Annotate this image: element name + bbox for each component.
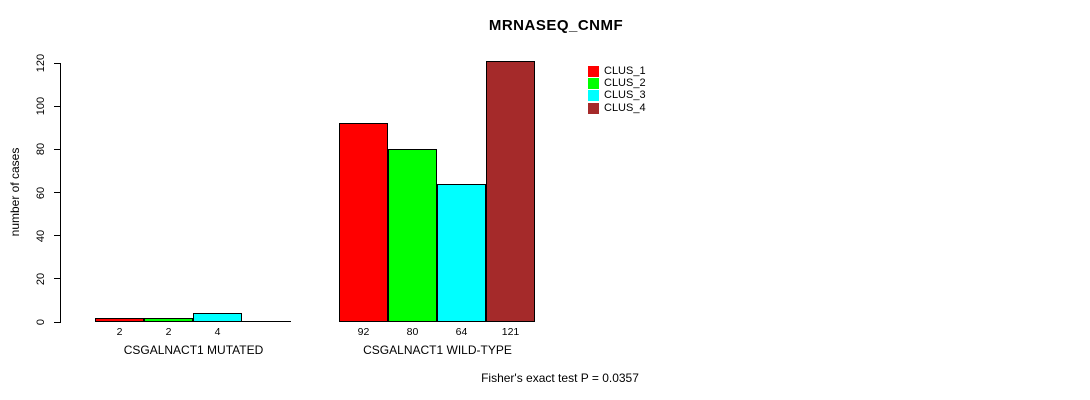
legend-item: CLUS_4 — [588, 102, 646, 114]
bar-clus_4-wild-type — [486, 60, 535, 322]
bar-clus_1-mutated — [95, 317, 144, 322]
bar-value-label: 80 — [406, 326, 419, 338]
bar-value-label: 121 — [501, 326, 520, 338]
y-axis-tick-label: 120 — [35, 53, 47, 73]
bar-value-label: 2 — [116, 326, 123, 338]
legend-label: CLUS_3 — [604, 89, 646, 102]
bar-clus_4-mutated-zero-line — [242, 321, 291, 322]
y-axis-tick — [54, 62, 60, 64]
y-axis-tick — [54, 235, 60, 237]
category-label-wild-type: CSGALNACT1 WILD-TYPE — [363, 343, 512, 357]
legend-item: CLUS_3 — [588, 90, 646, 102]
bar-value-label: 2 — [165, 326, 172, 338]
y-axis-tick-label: 0 — [35, 318, 47, 326]
bar-clus_2-mutated — [144, 317, 193, 322]
y-axis-tick-label: 20 — [35, 272, 47, 285]
legend-swatch-clus_1 — [588, 65, 599, 77]
y-axis-tick — [54, 148, 60, 150]
legend-swatch-clus_3 — [588, 90, 599, 102]
legend-label: CLUS_2 — [604, 76, 646, 89]
legend-item: CLUS_2 — [588, 77, 646, 89]
legend: CLUS_1 CLUS_2 CLUS_3 CLUS_4 — [588, 65, 646, 114]
y-axis-tick-label: 80 — [35, 143, 47, 156]
category-label-mutated: CSGALNACT1 MUTATED — [123, 343, 264, 357]
bar-value-label: 4 — [214, 326, 221, 338]
bar-value-label: 64 — [455, 326, 468, 338]
bar-clus_1-wild-type — [339, 123, 388, 322]
legend-label: CLUS_4 — [604, 101, 646, 114]
y-axis-label: number of cases — [8, 147, 22, 237]
legend-item: CLUS_1 — [588, 65, 646, 77]
chart-title: MRNASEQ_CNMF — [488, 17, 624, 34]
y-axis-tick — [54, 105, 60, 107]
y-axis-tick-label: 100 — [35, 96, 47, 116]
fisher-test-annotation: Fisher's exact test P = 0.0357 — [481, 371, 639, 385]
bar-clus_2-wild-type — [388, 149, 437, 322]
y-axis-tick-label: 60 — [35, 186, 47, 199]
y-axis-tick — [54, 278, 60, 280]
y-axis-tick — [54, 321, 60, 323]
legend-label: CLUS_1 — [604, 64, 646, 77]
y-axis-tick — [54, 192, 60, 193]
bar-clus_3-wild-type — [437, 183, 486, 322]
y-axis-tick-label: 40 — [35, 229, 47, 242]
bar-clus_3-mutated — [193, 313, 242, 322]
legend-swatch-clus_2 — [588, 77, 599, 89]
bar-value-label: 92 — [357, 326, 370, 338]
legend-swatch-clus_4 — [588, 102, 599, 114]
y-axis-line — [60, 63, 61, 323]
